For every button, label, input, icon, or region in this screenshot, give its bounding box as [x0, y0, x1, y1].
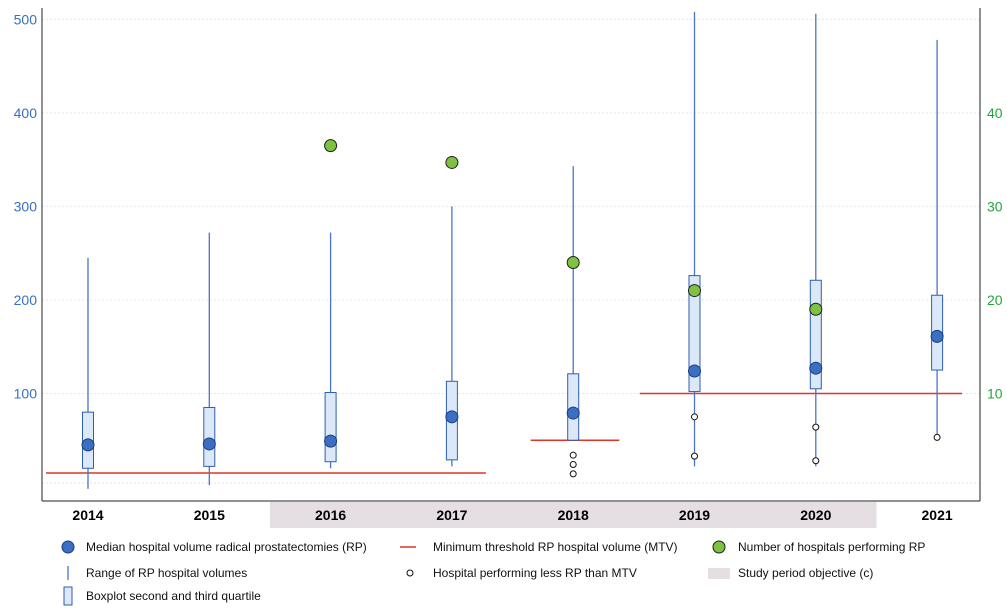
x-tick-label: 2020	[800, 507, 831, 523]
right-tick-label: 20	[987, 292, 1003, 308]
below-mtv-point	[569, 461, 577, 469]
quartile-box	[324, 392, 337, 463]
quartile-box	[203, 406, 216, 467]
right-tick-label: 40	[987, 105, 1003, 121]
legend-median-marker	[61, 540, 75, 554]
gridlines	[42, 18, 980, 484]
x-tick-label: 2017	[436, 507, 467, 523]
x-tick-label: 2021	[922, 507, 953, 523]
right-tick-label: 10	[987, 385, 1003, 401]
left-tick-label: 500	[14, 11, 38, 27]
below-mtv-point	[569, 470, 577, 478]
study-period-band	[269, 502, 877, 528]
below-mtv-point	[812, 423, 820, 431]
median-point	[566, 406, 580, 420]
axes	[41, 8, 981, 502]
below-mtv-point	[691, 452, 698, 460]
hospital-count-point	[324, 139, 338, 153]
x-tick-label: 2015	[194, 507, 225, 523]
median-point	[445, 410, 459, 424]
quartile-box	[688, 275, 701, 393]
legend: Median hospital volume radical prostatec…	[61, 540, 925, 606]
tick-labels: 100 200 300 400 500 10 20 30 40 2014 2015 2016 2017 2…	[14, 11, 1003, 523]
x-tick-label: 2014	[72, 507, 103, 523]
quartile-box	[809, 279, 822, 390]
hospital-count-point	[688, 284, 701, 298]
hospital-count-point	[445, 155, 459, 169]
left-tick-label: 400	[14, 105, 38, 121]
right-tick-label: 30	[987, 198, 1003, 214]
left-tick-label: 100	[14, 385, 38, 401]
study-period-band-layer	[269, 502, 877, 528]
mtv-lines	[46, 392, 962, 474]
legend-box-label: Boxplot second and third quartile	[86, 589, 261, 603]
below-mtv-point	[569, 451, 577, 459]
legend-below-label: Hospital performing less RP than MTV	[433, 566, 637, 580]
legend-range-label: Range of RP hospital volumes	[86, 566, 247, 580]
legend-study-label: Study period objective (c)	[738, 566, 873, 580]
x-tick-label: 2018	[558, 507, 589, 523]
x-tick-label: 2019	[679, 507, 710, 523]
below-mtv-point	[812, 457, 820, 465]
legend-mtv-label: Minimum threshold RP hospital volume (MT…	[433, 540, 678, 554]
legend-hospitals-label: Number of hospitals performing RP	[738, 540, 925, 554]
legend-hospitals-marker	[712, 540, 726, 554]
legend-below-marker	[406, 569, 414, 577]
below-mtv-point	[933, 433, 941, 441]
legend-median-label: Median hospital volume radical prostatec…	[86, 540, 367, 554]
below-mtv-point	[691, 413, 698, 421]
x-tick-label: 2016	[315, 507, 346, 523]
left-tick-label: 200	[14, 292, 38, 308]
median-point	[809, 361, 823, 375]
legend-box-marker	[63, 586, 73, 606]
median-point	[324, 434, 338, 448]
left-tick-label: 300	[14, 198, 38, 214]
median-point	[202, 437, 216, 451]
median-point	[930, 329, 944, 343]
range-lines	[87, 11, 938, 489]
hospital-count-point	[566, 256, 580, 270]
legend-study-marker	[708, 568, 730, 579]
below-mtv-points	[569, 413, 941, 478]
hospital-count-points	[324, 139, 823, 316]
median-point	[81, 438, 95, 452]
median-points	[81, 329, 944, 452]
hospital-count-point	[809, 302, 823, 316]
median-point	[688, 364, 701, 378]
